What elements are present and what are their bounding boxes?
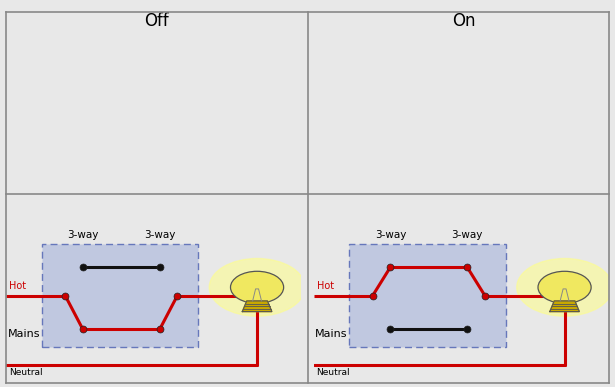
Text: 3-way: 3-way [67,230,98,240]
Text: Hot: Hot [317,281,334,291]
FancyBboxPatch shape [42,244,198,347]
Text: Neutral: Neutral [317,368,350,377]
Text: Neutral: Neutral [9,368,42,377]
Text: Mains: Mains [7,329,40,339]
Polygon shape [550,301,579,312]
FancyBboxPatch shape [349,244,506,347]
Circle shape [209,259,305,316]
Circle shape [231,271,284,303]
Polygon shape [242,301,272,312]
Text: Mains: Mains [315,329,347,339]
Text: Off: Off [145,12,169,30]
Text: On: On [453,12,476,30]
Text: Hot: Hot [9,281,26,291]
Text: 3-way: 3-way [144,230,175,240]
Circle shape [538,271,591,303]
Circle shape [517,259,613,316]
Text: 3-way: 3-way [451,230,483,240]
Text: 3-way: 3-way [375,230,406,240]
